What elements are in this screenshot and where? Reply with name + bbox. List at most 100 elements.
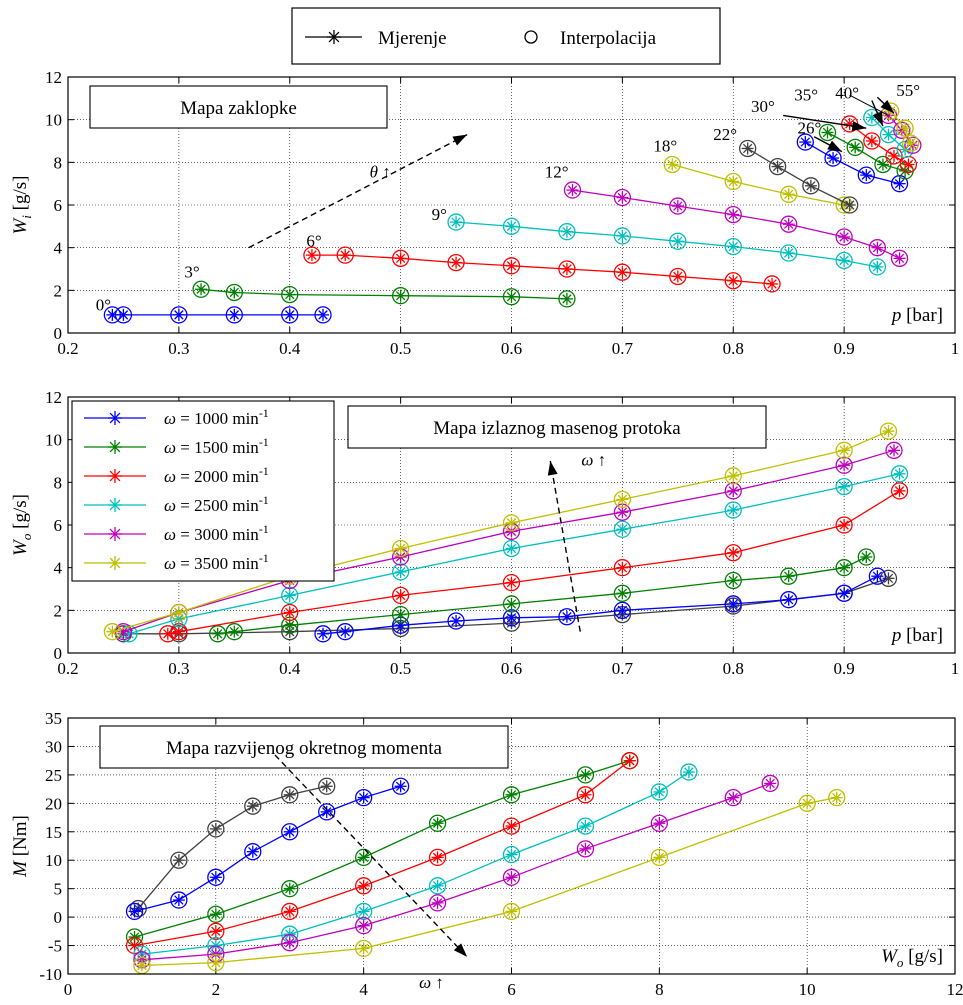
x-tick-label: 0.6 [501,659,522,678]
measurement-point [893,177,906,190]
interpolation-point [563,181,582,199]
interpolation-point [613,490,632,509]
measurement-point [320,805,333,818]
measurement-point [209,908,222,921]
interpolation-point [798,794,816,812]
measurement-point [357,942,370,955]
interpolation-point [724,467,742,485]
measurement-point [653,817,666,830]
interpolation-point [835,456,853,474]
measurement-point [893,467,906,480]
interpolation-point [502,257,521,275]
measurement-point [560,225,573,238]
measurement-point [616,604,629,617]
measurement-point [431,896,444,909]
measurement-point [782,188,795,201]
interpolation-point [896,119,914,137]
measurement-point [882,128,895,141]
interpolation-point [355,902,373,921]
measurement-point [209,956,222,969]
measurement-point [888,149,901,162]
top-legend: Mjerenje Interpolacija [291,7,721,65]
x-tick-label: 1 [951,339,960,358]
interpolation-point [502,539,521,558]
legend-label: ω = 3500 min-1 [164,551,269,573]
measurement-point [876,158,889,171]
measurement-point [195,283,208,296]
interpolation-point [391,539,410,558]
interpolation-point [225,283,243,302]
interpolation-point [780,215,798,233]
interpolation-point [613,584,632,602]
measurement-point [827,152,840,165]
interpolation-point [558,223,576,241]
measurement-point [317,627,330,640]
measurement-point [209,925,222,938]
series-group [103,102,922,324]
x-tick-label: 0.5 [390,659,411,678]
measurement-point [727,469,740,482]
measurement-point [888,444,901,457]
y-tick-label: 10 [45,851,62,870]
interpolation-point [207,868,225,886]
measurement-point [209,822,222,835]
measurement-point [838,444,851,457]
y-tick-label: -10 [39,965,62,984]
interpolation-point [114,306,133,324]
interpolation-point [207,922,225,940]
interpolation-point [502,817,521,835]
measurement-point [727,574,740,587]
measurement-point [228,625,241,638]
interpolation-point [621,752,639,770]
interpolation-point [663,155,681,174]
annotation: 55° [896,81,920,100]
interpolation-point [761,774,779,793]
interpolation-point [314,625,332,643]
measurement-point [505,542,518,555]
annotation: 26° [798,119,822,138]
series-line [137,785,327,910]
interpolation-point [447,253,465,272]
interpolation-point [170,851,188,869]
x-tick-label: 0.9 [834,659,855,678]
measurement-point [801,797,814,810]
interpolation-point [207,953,225,972]
interpolation-point [225,306,243,324]
measurement-point [357,791,370,804]
measurement-point [228,286,241,299]
interpolation-point [680,763,698,781]
interpolation-point [724,172,742,191]
interpolation-point [502,902,521,921]
interpolation-point [576,817,595,835]
interpolation-point [391,605,410,624]
interpolation-point [669,197,687,215]
legend-label: ω = 3000 min-1 [164,522,269,544]
theta-arrow [248,133,468,249]
interpolation-point [281,285,299,304]
top-legend-interpolation-label: Interpolacija [560,28,657,49]
measurement-point [871,260,884,273]
measurement-point [161,627,174,640]
legend-marker [108,527,122,541]
leader-30 [783,114,867,132]
measurement-point [843,199,856,211]
interpolation-point [502,595,521,613]
measurement-point [283,288,296,301]
title-box [99,725,509,769]
interpolation-point [613,263,632,281]
top-legend-interpolation-marker [524,30,538,44]
measurement-point [128,905,141,918]
measurement-point [766,277,779,290]
interpolation-point [314,306,332,324]
measurement-point [135,959,148,972]
measurement-point [505,259,518,272]
measurement-point [666,158,679,171]
measurement-point [782,247,795,259]
measurement-point [653,851,666,864]
measurement-point [579,788,592,801]
measurement-point [339,625,352,638]
interpolation-point [780,567,798,585]
interpolation-point [207,905,225,923]
